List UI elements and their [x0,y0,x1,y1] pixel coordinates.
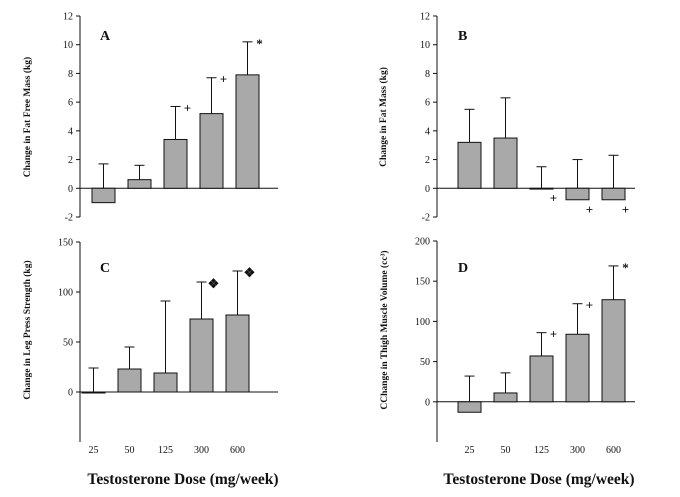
y-tick-label: 10 [420,40,430,51]
significance-marker: * [256,36,263,51]
bar-125 [163,138,188,189]
y-axis-label: CChange in Thigh Muscle Volume (cc³) [379,250,390,409]
x-axis-title-left: Testosterone Dose (mg/week) [87,471,278,488]
bar-50 [493,392,518,403]
bar-300 [565,333,590,403]
y-tick-label: 150 [58,238,73,249]
y-tick-label: 4 [425,126,430,137]
y-axis-label: Change in Fat Mass (kg) [378,67,389,167]
x-tick-label: 600 [606,445,621,456]
panel-label: B [458,29,467,44]
y-tick-label: -2 [65,213,73,224]
bar-50 [117,368,142,393]
bar-300 [189,318,214,393]
y-tick-label: 6 [425,98,430,109]
bar-600 [225,314,250,393]
bar-125 [529,187,554,190]
bar-25 [81,391,106,394]
x-tick-label: 50 [501,445,511,456]
bar-125 [529,355,554,403]
y-tick-label: 8 [68,69,73,80]
y-tick-label: 10 [63,40,73,51]
y-tick-label: 150 [415,277,430,288]
y-axis-label: Change in Fat Free Mass (kg) [22,57,33,177]
significance-marker: * [622,260,629,275]
bar-50 [493,137,518,189]
bar-50 [127,179,152,189]
y-tick-label: 4 [68,126,73,137]
significance-marker: ❖ [244,265,256,280]
significance-marker: ❖ [208,276,220,291]
bar-25 [457,141,482,189]
y-tick-label: 50 [63,338,73,349]
x-tick-label: 300 [194,445,209,456]
y-tick-label: 0 [425,184,430,195]
panel-b: -2 0 2 4 6 8 10 12 + + + Change in Fat Mass (kg) B [378,12,635,224]
panels: -2 0 2 4 6 8 10 12 + + * Change in Fat Free Mass (k… [22,12,635,456]
x-axis-title-right: Testosterone Dose (mg/week) [443,471,634,488]
x-tick-label: 25 [89,445,99,456]
y-tick-label: 100 [415,317,430,328]
y-tick-label: 8 [425,69,430,80]
y-tick-label: 200 [415,237,430,248]
bar-600 [601,187,626,201]
x-tick-label: 125 [158,445,173,456]
bar-600 [601,299,626,403]
y-tick-label: 0 [425,397,430,408]
x-tick-label: 600 [230,445,245,456]
significance-marker: + [550,190,557,205]
panel-c: 0 50 100 150 25 50 125 ❖ 300 ❖ 600 Change in Leg Pr… [22,238,278,456]
y-tick-label: 2 [68,155,73,166]
significance-marker: + [550,327,557,342]
significance-marker: + [220,72,227,87]
y-tick-label: 0 [68,184,73,195]
significance-marker: + [586,202,593,217]
bar-125 [153,372,178,393]
significance-marker: + [184,100,191,115]
panel-label: A [100,29,111,44]
y-tick-label: 50 [420,357,430,368]
panel-a: -2 0 2 4 6 8 10 12 + + * Change in Fat Free Mass (k… [22,12,278,224]
bar-300 [565,187,590,201]
y-tick-label: 100 [58,288,73,299]
y-axis-label: Change in Leg Press Strength (kg) [22,260,33,399]
x-tick-label: 50 [125,445,135,456]
y-tick-label: 12 [420,12,430,23]
panel-d: 0 50 100 150 200 25 50 +125 +300 * 600 CChange in T… [379,237,635,456]
panel-label: C [100,261,110,276]
bar-25 [457,401,482,413]
y-tick-label: 2 [425,155,430,166]
x-tick-label: 300 [570,445,585,456]
y-tick-label: 12 [63,12,73,23]
y-tick-label: 0 [68,388,73,399]
bar-600 [235,74,260,189]
bar-25 [91,187,116,204]
y-tick-label: 6 [68,98,73,109]
panel-label: D [458,261,468,276]
significance-marker: + [622,202,629,217]
significance-marker: + [586,298,593,313]
x-tick-label: 125 [534,445,549,456]
y-tick-label: -2 [422,213,430,224]
bar-300 [199,113,224,189]
x-tick-label: 25 [465,445,475,456]
